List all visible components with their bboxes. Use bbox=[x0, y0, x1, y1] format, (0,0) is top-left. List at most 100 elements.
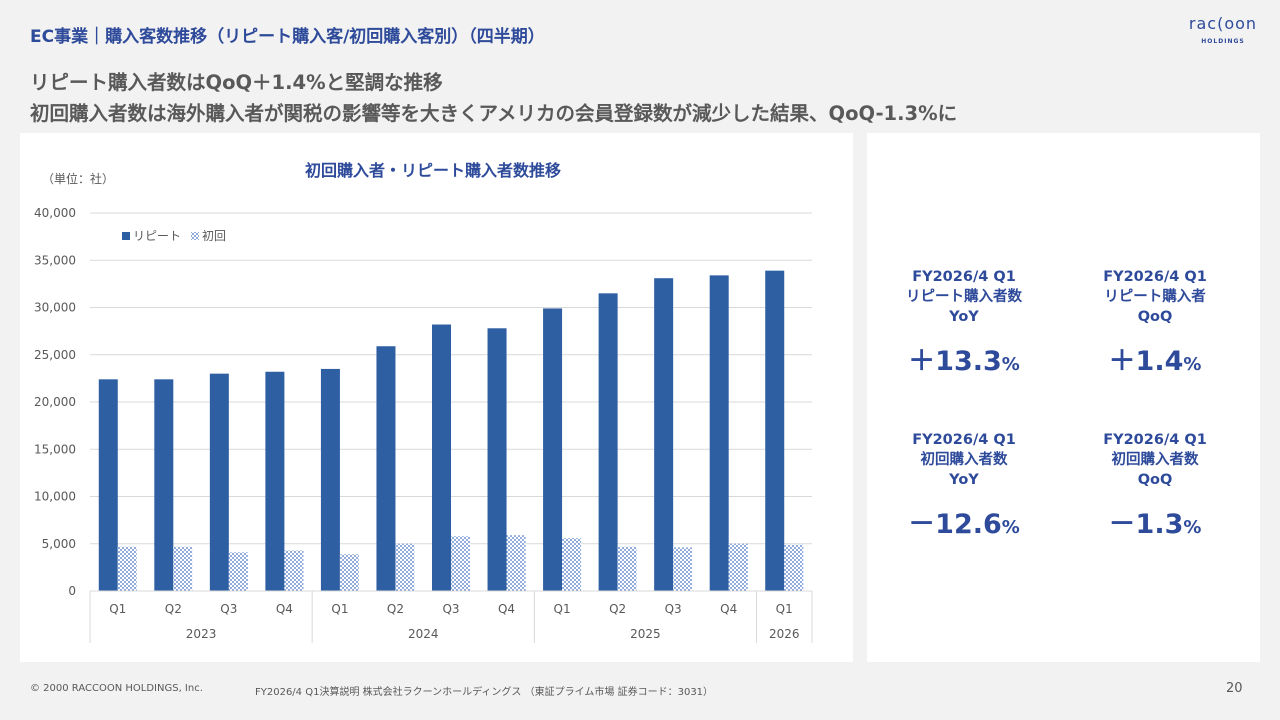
bar-repeat bbox=[98, 379, 118, 591]
kpi-metric: 初回購入者数 bbox=[1111, 452, 1199, 468]
bar-first bbox=[395, 543, 415, 591]
y-tick-label: 35,000 bbox=[34, 253, 76, 267]
logo-wordmark: rac(oon bbox=[1188, 14, 1258, 33]
y-axis-ticks: 0 5,000 10,000 15,000 20,000 25,000 30,000 35,0… bbox=[34, 206, 76, 598]
kpi-first-qoq: FY2026/4 Q1 初回購入者数 QoQ －1.3% bbox=[1060, 430, 1250, 541]
bar-repeat bbox=[654, 278, 674, 591]
x-tick-label: Q3 bbox=[442, 602, 459, 616]
year-group-label: 2023 bbox=[186, 627, 217, 641]
page-title: EC事業｜購入客数推移（リピート購入客/初回購入客別）（四半期） bbox=[30, 27, 545, 47]
x-tick-label: Q4 bbox=[720, 602, 737, 616]
bar-repeat bbox=[265, 371, 285, 591]
bar-first bbox=[784, 544, 804, 591]
bars bbox=[98, 270, 804, 591]
kpi-comparison: QoQ bbox=[1137, 309, 1173, 325]
company-logo: rac(oon HOLDINGS bbox=[1188, 14, 1258, 48]
bar-chart: 初回購入者・リピート購入者数推移 （単位：社） 0 5,000 10,000 15,0… bbox=[34, 161, 813, 643]
chart-title: 初回購入者・リピート購入者数推移 bbox=[305, 161, 561, 180]
bar-first bbox=[617, 546, 637, 591]
x-tick-label: Q1 bbox=[776, 602, 793, 616]
bar-repeat bbox=[598, 293, 618, 591]
y-tick-label: 10,000 bbox=[34, 490, 76, 504]
bar-repeat bbox=[543, 308, 563, 591]
kpi-value-wrap: ＋13.3% bbox=[869, 339, 1059, 378]
kpi-value: ＋1.4 bbox=[1108, 346, 1184, 377]
bar-first bbox=[117, 546, 137, 591]
kpi-period: FY2026/4 Q1 bbox=[912, 269, 1016, 285]
y-tick-label: 30,000 bbox=[34, 301, 76, 315]
bar-repeat bbox=[765, 270, 785, 591]
kpi-metric: 初回購入者数 bbox=[920, 452, 1008, 468]
kpi-value: ＋13.3 bbox=[908, 346, 1002, 377]
x-tick-label: Q2 bbox=[609, 602, 626, 616]
kpi-repeat-yoy: FY2026/4 Q1 リピート購入者数 YoY ＋13.3% bbox=[869, 267, 1059, 378]
bar-first bbox=[451, 536, 470, 591]
y-tick-label: 15,000 bbox=[34, 442, 76, 456]
kpi-first-yoy: FY2026/4 Q1 初回購入者数 YoY －12.6% bbox=[869, 430, 1059, 541]
bar-repeat bbox=[154, 379, 174, 591]
y-tick-label: 0 bbox=[68, 584, 76, 598]
x-tick-label: Q2 bbox=[165, 602, 182, 616]
footer-copyright: © 2000 RACCOON HOLDINGS, Inc. bbox=[30, 683, 203, 694]
kpi-value: －1.3 bbox=[1108, 509, 1184, 540]
x-tick-label: Q3 bbox=[665, 602, 682, 616]
kpi-unit: % bbox=[1183, 517, 1202, 538]
bar-repeat bbox=[376, 346, 396, 591]
headline-2: 初回購入者数は海外購入者が関税の影響等を大きくアメリカの会員登録数が減少した結果… bbox=[30, 102, 958, 125]
year-group-label: 2026 bbox=[769, 627, 800, 641]
x-tick-label: Q2 bbox=[387, 602, 404, 616]
kpi-metric: リピート購入者数 bbox=[906, 289, 1022, 305]
x-tick-label: Q1 bbox=[554, 602, 571, 616]
chart-panel: 初回購入者・リピート購入者数推移 （単位：社） 0 5,000 10,000 15,0… bbox=[20, 133, 853, 662]
legend-label: リピート bbox=[133, 229, 181, 243]
bar-first bbox=[339, 554, 359, 591]
bar-first bbox=[728, 543, 748, 591]
bar-first bbox=[562, 538, 582, 591]
y-tick-label: 25,000 bbox=[34, 348, 76, 362]
x-tick-label: Q3 bbox=[220, 602, 237, 616]
page-number: 20 bbox=[1226, 681, 1243, 696]
bar-first bbox=[284, 550, 304, 591]
y-tick-label: 40,000 bbox=[34, 206, 76, 220]
legend: リピート 初回 bbox=[122, 229, 226, 243]
bar-first bbox=[506, 535, 526, 591]
legend-label: 初回 bbox=[202, 229, 226, 243]
kpi-metric: リピート購入者 bbox=[1104, 289, 1206, 305]
headline-1: リピート購入者数はQoQ＋1.4%と堅調な推移 bbox=[30, 71, 443, 94]
kpi-value-wrap: －12.6% bbox=[869, 502, 1059, 541]
bar-repeat bbox=[209, 373, 229, 591]
kpi-period: FY2026/4 Q1 bbox=[1103, 269, 1207, 285]
bar-repeat bbox=[709, 275, 729, 591]
kpi-value-wrap: ＋1.4% bbox=[1060, 339, 1250, 378]
kpi-unit: % bbox=[1183, 354, 1202, 375]
kpi-period: FY2026/4 Q1 bbox=[912, 432, 1016, 448]
kpi-comparison: YoY bbox=[949, 309, 979, 325]
bar-first bbox=[173, 546, 193, 591]
x-axis: Q1 Q2 Q3 Q4 Q1 Q2 Q3 Q4 Q1 Q2 Q3 Q4 Q1 2023 2024 2025 20… bbox=[89, 590, 813, 643]
kpi-comparison: QoQ bbox=[1137, 472, 1173, 488]
kpi-panel: FY2026/4 Q1 リピート購入者数 YoY ＋13.3% FY2026/4… bbox=[867, 133, 1260, 662]
unit-note: （単位：社） bbox=[42, 171, 114, 186]
year-group-label: 2024 bbox=[408, 627, 439, 641]
bar-first bbox=[673, 547, 693, 591]
kpi-unit: % bbox=[1001, 354, 1020, 375]
year-group-label: 2025 bbox=[630, 627, 661, 641]
y-tick-label: 5,000 bbox=[42, 537, 76, 551]
y-tick-label: 20,000 bbox=[34, 395, 76, 409]
kpi-unit: % bbox=[1001, 517, 1020, 538]
legend-swatch bbox=[122, 232, 130, 240]
x-tick-label: Q4 bbox=[276, 602, 293, 616]
logo-subtext: HOLDINGS bbox=[1201, 38, 1245, 45]
kpi-value: －12.6 bbox=[908, 509, 1002, 540]
x-tick-label: Q1 bbox=[331, 602, 348, 616]
kpi-repeat-qoq: FY2026/4 Q1 リピート購入者 QoQ ＋1.4% bbox=[1060, 267, 1250, 378]
bar-repeat bbox=[432, 324, 451, 591]
kpi-value-wrap: －1.3% bbox=[1060, 502, 1250, 541]
kpi-period: FY2026/4 Q1 bbox=[1103, 432, 1207, 448]
x-tick-label: Q1 bbox=[109, 602, 126, 616]
bar-repeat bbox=[320, 368, 340, 591]
bar-first bbox=[228, 552, 248, 591]
kpi-comparison: YoY bbox=[949, 472, 979, 488]
legend-swatch bbox=[191, 232, 200, 240]
footer-document: FY2026/4 Q1決算説明 株式会社ラクーンホールディングス （東証プライム… bbox=[255, 687, 714, 698]
